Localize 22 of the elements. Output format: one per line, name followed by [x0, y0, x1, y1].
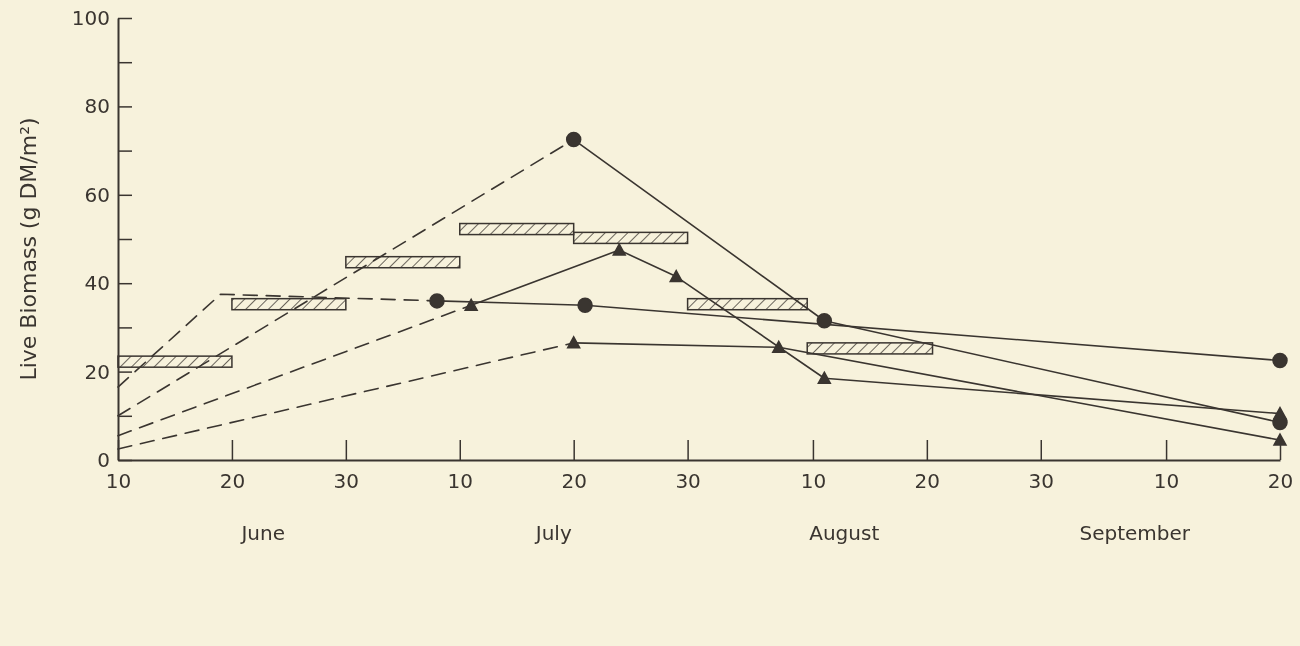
x-tick-label: 10 — [800, 469, 827, 494]
y-tick-label: 40 — [84, 271, 110, 296]
x-tick-label: 20 — [561, 469, 587, 494]
x-tick-label: 20 — [1267, 469, 1294, 494]
x-tick-label: 20 — [914, 469, 941, 494]
y-axis-title: Live Biomass (g DM/m²) — [16, 117, 41, 381]
x-tick-label: 10 — [447, 469, 473, 494]
x-tick-label: 30 — [333, 469, 360, 494]
y-tick-label: 100 — [71, 5, 110, 30]
y-tick-label: 60 — [84, 182, 110, 207]
y-tick-label: 80 — [84, 94, 110, 119]
y-tick-label: 20 — [84, 359, 110, 384]
y-tick-label: 0 — [97, 447, 110, 472]
text: September — [1079, 521, 1191, 545]
text: August — [809, 521, 880, 545]
x-tick-label: 30 — [675, 469, 701, 494]
text: June — [239, 521, 286, 545]
x-tick-label: 30 — [1028, 469, 1054, 494]
text: July — [533, 521, 572, 545]
x-tick-label: 10 — [1153, 469, 1180, 494]
x-tick-label: 10 — [105, 469, 132, 494]
x-tick-label: 20 — [219, 469, 246, 494]
